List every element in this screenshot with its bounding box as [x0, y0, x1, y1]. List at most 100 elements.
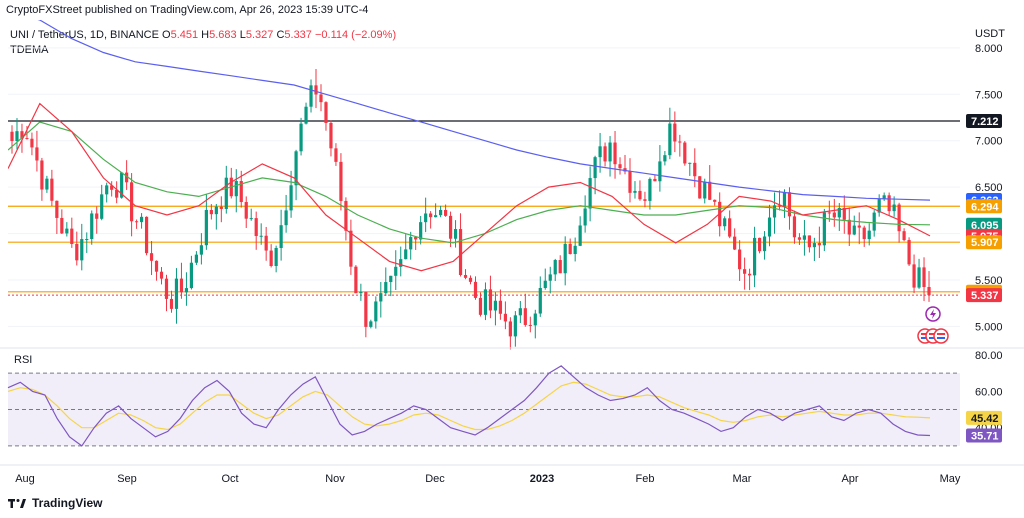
- candle-body: [488, 289, 493, 311]
- candle-body: [110, 185, 114, 190]
- candle-body: [777, 205, 782, 207]
- candle-body: [498, 300, 503, 314]
- candle-body: [60, 217, 64, 234]
- candle-body: [164, 278, 169, 299]
- candle-body: [762, 236, 767, 252]
- candle-body: [90, 213, 94, 240]
- candle-body: [573, 245, 577, 255]
- time-tick-label: 2023: [530, 473, 554, 485]
- candle-body: [877, 198, 881, 213]
- candle-body: [782, 192, 787, 207]
- candle-body: [349, 230, 353, 267]
- lightning-bolt-icon: [930, 309, 936, 319]
- candle-body: [787, 192, 792, 217]
- candle-body: [633, 190, 637, 193]
- candlestick-series: [10, 69, 931, 350]
- legend-indicator-name[interactable]: TDEMA: [10, 44, 49, 56]
- legend-high-label: H: [201, 29, 210, 41]
- candle-body: [653, 178, 657, 182]
- candle-body: [394, 266, 398, 276]
- candle-body: [483, 289, 488, 315]
- candle-body: [857, 225, 861, 228]
- time-axis-ticks: Aug Sep Oct Nov Dec 2023 Feb Mar Apr May: [0, 464, 1024, 485]
- candle-body: [30, 138, 34, 148]
- candle-body: [733, 236, 737, 250]
- candle-body: [543, 280, 547, 289]
- candle-body: [324, 102, 328, 123]
- candle-body: [439, 209, 443, 216]
- candle-body: [214, 206, 218, 215]
- price-tick-label: 5.000: [975, 321, 1003, 333]
- rsi-value-text: 45.42: [971, 413, 999, 425]
- price-label-box: [966, 114, 1002, 129]
- candle-body: [209, 209, 213, 215]
- candle-body: [628, 171, 632, 193]
- candle-body: [558, 260, 562, 274]
- price-label-7.212: 7.212: [966, 114, 1002, 129]
- candle-body: [663, 155, 667, 162]
- candle-body: [837, 207, 841, 218]
- candle-body: [598, 146, 602, 158]
- candle-body: [70, 228, 74, 244]
- candle-body: [339, 161, 343, 201]
- candle-body: [463, 275, 468, 278]
- candle-body: [409, 237, 413, 250]
- candle-body: [907, 240, 911, 265]
- candle-body: [120, 172, 124, 198]
- candle-body: [443, 209, 448, 216]
- time-tick-label: Sep: [117, 473, 137, 485]
- candle-body: [115, 189, 119, 198]
- candle-body: [354, 266, 358, 294]
- candle-body: [184, 288, 189, 293]
- candle-body: [249, 218, 253, 220]
- candle-body: [399, 259, 403, 267]
- candle-body: [603, 146, 607, 162]
- tradingview-logo-icon: [8, 499, 26, 508]
- candle-body: [508, 321, 512, 337]
- legend-high-value: 5.683: [209, 29, 237, 41]
- price-label-box: [966, 288, 1002, 303]
- candle-body: [553, 260, 557, 275]
- candle-body: [25, 138, 29, 140]
- candle-body: [748, 273, 752, 276]
- time-tick-label: Mar: [733, 473, 752, 485]
- candle-body: [264, 235, 268, 251]
- candle-body: [698, 176, 702, 199]
- legend-low-value: 5.327: [245, 29, 274, 41]
- price-label-5.907: 5.907: [966, 235, 1002, 250]
- candle-body: [648, 178, 652, 201]
- candle-body: [269, 250, 273, 266]
- candle-body: [832, 212, 836, 218]
- candle-body: [219, 206, 223, 209]
- candle-body: [75, 243, 79, 261]
- candle-body: [294, 151, 298, 186]
- candle-body: [588, 178, 592, 209]
- candle-body: [583, 208, 587, 226]
- candle-body: [882, 195, 886, 199]
- candle-body: [45, 178, 49, 190]
- candle-body: [105, 185, 109, 195]
- candle-body: [279, 225, 283, 248]
- candle-body: [100, 194, 104, 219]
- ema-fast-line: [8, 102, 931, 272]
- time-tick-label: Apr: [841, 473, 858, 485]
- candle-body: [538, 288, 542, 314]
- candle-body: [862, 227, 866, 240]
- legend-symbol[interactable]: UNI / TetherUS, 1D, BINANCE: [10, 29, 159, 41]
- candle-body: [224, 177, 228, 209]
- candle-body: [752, 237, 757, 276]
- candle-body: [468, 277, 473, 282]
- candle-body: [852, 225, 856, 235]
- rsi-value-box: [966, 428, 1002, 443]
- footer-brand[interactable]: TradingView: [8, 496, 102, 510]
- candle-body: [812, 243, 816, 248]
- candle-body: [159, 271, 164, 279]
- candle-body: [424, 213, 428, 223]
- candle-body: [453, 229, 458, 239]
- price-label-6.294: 6.294: [966, 199, 1002, 214]
- flag-stripe-icon: [921, 333, 929, 335]
- candle-body: [593, 157, 597, 179]
- candle-body: [274, 247, 278, 266]
- candle-body: [887, 195, 891, 212]
